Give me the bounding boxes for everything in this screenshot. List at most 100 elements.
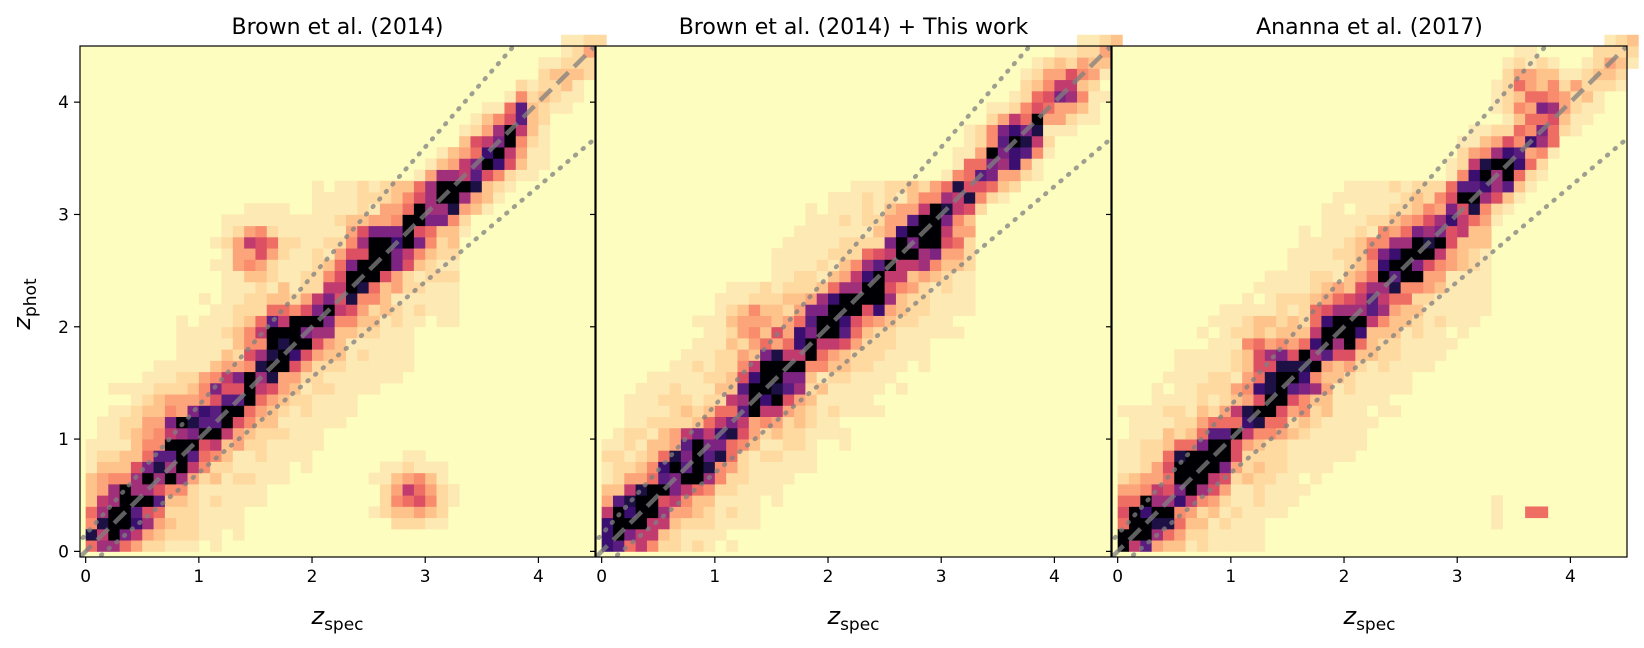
heatmap-cell [612,461,625,474]
heatmap-cell [1077,113,1089,126]
heatmap-cell [436,225,449,238]
heatmap-cell [1321,293,1334,305]
heatmap-cell [1264,450,1277,462]
heatmap-cell [760,439,772,451]
heatmap-cell [1162,528,1175,541]
heatmap-cell [504,180,517,193]
heatmap-cell [266,214,279,227]
heatmap-cell [1457,135,1469,148]
heatmap-cell [760,472,772,485]
heatmap-cell [612,506,625,519]
heatmap-cell [771,259,784,272]
heatmap-cell [1196,439,1209,451]
heatmap-cell [119,382,132,395]
heatmap-cell [794,281,806,294]
heatmap-cell [312,360,324,373]
heatmap-cell [470,113,483,126]
heatmap-cell [1031,124,1044,137]
heatmap-cell [130,461,143,474]
heatmap-cell [975,135,987,148]
heatmap-cell [538,147,551,159]
heatmap-cell [918,192,931,204]
heatmap-cell [726,427,738,440]
heatmap-cell [176,528,188,541]
heatmap-cell [895,293,908,305]
heatmap-cell [1219,416,1232,429]
heatmap-cell [1400,315,1413,328]
heatmap-cell [1457,192,1469,204]
heatmap-cell [624,506,637,519]
heatmap-cell [379,281,392,294]
heatmap-cell [828,214,840,227]
heatmap-cell [714,528,727,541]
heatmap-cell [481,192,494,204]
heatmap-cell [1411,304,1424,316]
heatmap-cell [646,461,659,474]
heatmap-cell [839,225,852,238]
heatmap-cell [549,57,562,69]
heatmap-cell [895,225,908,238]
heatmap-cell [1264,405,1277,418]
heatmap-cell [714,326,727,339]
one-to-one-line [596,46,1111,557]
heatmap-cell [391,472,403,485]
heatmap-cell [748,405,761,418]
heatmap-cell [1174,517,1186,530]
heatmap-cell [289,450,302,462]
heatmap-cell [515,124,528,137]
y-axis-ticks [1106,101,1112,552]
heatmap-cell [1344,270,1356,283]
heatmap-cell [289,439,302,451]
heatmap-cell [952,304,965,316]
heatmap-cell [1287,270,1300,283]
heatmap-cell [447,315,460,328]
heatmap-cell [1321,225,1334,238]
heatmap-cell [805,315,818,328]
heatmap-cell [646,450,659,462]
heatmap-cell [221,360,234,373]
heatmap-cell [198,528,211,541]
heatmap-cell [941,180,953,193]
heatmap-cell [221,304,234,316]
heatmap-cell [726,484,738,496]
heatmap-cell [425,293,437,305]
heatmap-cell [1140,540,1153,552]
heatmap-cell [646,540,659,552]
heatmap-cell [929,248,942,260]
heatmap-cell [929,259,942,272]
heatmap-cell [1377,349,1390,361]
heatmap-cell [515,90,528,103]
heatmap-cell [312,180,324,193]
heatmap-cell [1445,192,1458,204]
heatmap-cell [1547,102,1560,114]
heatmap-cell [1196,394,1209,406]
heatmap-cell [873,203,886,215]
heatmap-cell [289,416,302,429]
heatmap-cell [839,259,852,272]
heatmap-cell [1536,102,1549,114]
heatmap-cell [1196,540,1209,552]
heatmap-cell [1208,360,1220,373]
heatmap-cell [379,304,392,316]
heatmap-cell [255,225,268,238]
heatmap-cell [244,214,256,227]
heatmap-cell [941,326,953,339]
heatmap-cell [244,236,256,249]
heatmap-cell [1242,439,1254,451]
heatmap-cell [312,214,324,227]
heatmap-cell [255,214,268,227]
heatmap-cell [312,281,324,294]
heatmap-cell [1253,338,1266,350]
heatmap-cell [782,439,795,451]
heatmap-cell [164,495,177,507]
heatmap-cell [794,416,806,429]
heatmap-cell [266,416,279,429]
heatmap-cell [646,371,659,384]
heatmap-cell [1276,371,1288,384]
heatmap-cell [805,416,818,429]
heatmap-cell [1054,124,1067,137]
heatmap-cell [624,416,637,429]
heatmap-cell [187,450,200,462]
heatmap-cell [266,248,279,260]
heatmap-cell [669,427,682,440]
